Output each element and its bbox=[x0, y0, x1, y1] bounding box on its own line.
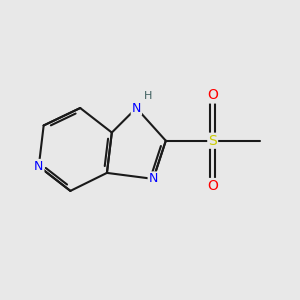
Text: O: O bbox=[207, 88, 218, 103]
Text: N: N bbox=[34, 160, 44, 173]
Text: N: N bbox=[148, 172, 158, 185]
Text: H: H bbox=[144, 91, 153, 101]
Text: O: O bbox=[207, 179, 218, 193]
Text: N: N bbox=[132, 101, 141, 115]
Text: S: S bbox=[208, 134, 217, 148]
